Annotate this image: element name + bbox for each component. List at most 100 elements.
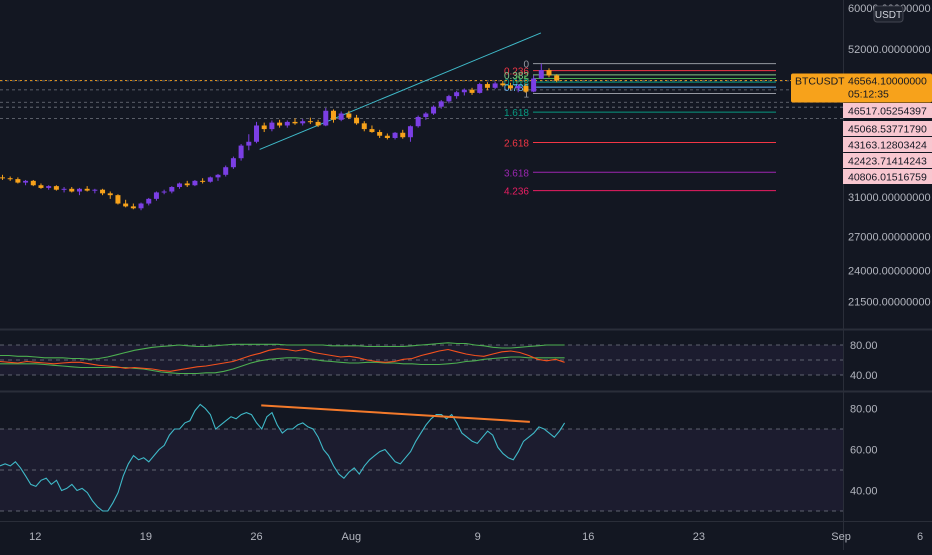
level-price-tag[interactable]	[843, 137, 932, 152]
candle-body[interactable]	[292, 121, 298, 124]
currency-badge[interactable]	[873, 5, 904, 23]
rsi-tick-label: 60.00	[850, 445, 878, 457]
candle-body[interactable]	[53, 186, 59, 190]
candle-body[interactable]	[508, 85, 514, 89]
candle-body[interactable]	[153, 192, 159, 199]
candle-body[interactable]	[454, 92, 460, 97]
candle-body[interactable]	[115, 195, 121, 204]
candle-body[interactable]	[7, 178, 13, 180]
candle-body[interactable]	[369, 129, 375, 133]
fib-level-label: 1.618	[504, 108, 529, 119]
candle-body[interactable]	[407, 126, 413, 138]
candle-body[interactable]	[377, 132, 383, 136]
time-tick-label: 9	[475, 531, 481, 543]
candle-body[interactable]	[76, 188, 82, 192]
candle-body[interactable]	[346, 113, 352, 118]
candle-body[interactable]	[523, 85, 529, 92]
candle-body[interactable]	[477, 84, 483, 93]
fib-level-label: 0.786	[504, 83, 529, 94]
candle-body[interactable]	[400, 132, 406, 138]
candle-body[interactable]	[169, 187, 175, 192]
candle-body[interactable]	[361, 123, 367, 130]
candle-body[interactable]	[323, 110, 329, 126]
price-tag-value: 46564.10000000	[848, 76, 927, 88]
fib-level-label: 1	[523, 90, 529, 101]
candle-body[interactable]	[223, 167, 229, 175]
candle-body[interactable]	[38, 185, 44, 188]
candle-body[interactable]	[461, 89, 467, 93]
candle-body[interactable]	[230, 158, 236, 168]
candle-body[interactable]	[84, 188, 90, 191]
candle-body[interactable]	[246, 141, 252, 146]
candle-body[interactable]	[546, 70, 552, 76]
candle-body[interactable]	[107, 193, 113, 196]
candle-body[interactable]	[277, 122, 283, 126]
candle-body[interactable]	[146, 198, 152, 204]
rsi-tick-label: 40.00	[850, 486, 878, 498]
level-price-tag[interactable]	[843, 103, 932, 118]
divergence-line	[261, 404, 530, 423]
candle-body[interactable]	[431, 106, 437, 114]
candle-body[interactable]	[515, 85, 521, 89]
candle-body[interactable]	[61, 188, 67, 190]
price-tick-label: 24000.00000000	[848, 265, 931, 277]
candle-body[interactable]	[184, 183, 190, 186]
price-tag[interactable]	[791, 73, 932, 103]
candle-body[interactable]	[92, 189, 98, 191]
stoch-band	[0, 345, 843, 375]
candle-body[interactable]	[69, 188, 75, 192]
candle-body[interactable]	[192, 180, 198, 186]
candle-body[interactable]	[354, 117, 360, 124]
candle-body[interactable]	[207, 177, 213, 182]
candle-body[interactable]	[130, 206, 136, 209]
candle-body[interactable]	[438, 101, 444, 107]
candle-body[interactable]	[492, 83, 498, 88]
candle-body[interactable]	[484, 84, 490, 88]
time-tick-label: Sep	[831, 531, 851, 543]
candle-body[interactable]	[284, 121, 290, 126]
candle-body[interactable]	[161, 191, 167, 193]
candle-body[interactable]	[123, 203, 129, 207]
candle-body[interactable]	[338, 113, 344, 120]
level-price-tag[interactable]	[843, 121, 932, 136]
stoch-lower-band-line	[0, 356, 565, 375]
candle-body[interactable]	[392, 132, 398, 138]
candle-body[interactable]	[384, 135, 390, 138]
candle-body[interactable]	[531, 78, 537, 92]
candle-body[interactable]	[307, 121, 313, 123]
stoch-tick-label: 40.00	[850, 370, 878, 382]
candle-body[interactable]	[415, 116, 421, 127]
candle-body[interactable]	[315, 121, 321, 126]
candle-body[interactable]	[446, 96, 452, 102]
time-tick-label: 6	[917, 531, 923, 543]
candle-body[interactable]	[238, 145, 244, 159]
price-tick-label: 52000.00000000	[848, 44, 931, 56]
candle-body[interactable]	[177, 183, 183, 188]
candle-body[interactable]	[300, 121, 306, 124]
candle-body[interactable]	[0, 177, 5, 179]
level-price-tag[interactable]	[843, 169, 932, 184]
candle-body[interactable]	[254, 125, 259, 142]
candle-body[interactable]	[261, 125, 267, 130]
candle-body[interactable]	[423, 113, 429, 117]
candle-body[interactable]	[15, 179, 21, 183]
level-price-tag[interactable]	[843, 153, 932, 168]
level-price-tag-label: 46517.05254397	[848, 106, 927, 118]
time-tick-label: 12	[29, 531, 41, 543]
candle-body[interactable]	[269, 122, 275, 130]
candle-body[interactable]	[469, 89, 475, 93]
candle-body[interactable]	[538, 70, 544, 79]
candle-body[interactable]	[23, 180, 29, 183]
candle-body[interactable]	[100, 189, 106, 194]
candle-body[interactable]	[200, 180, 206, 182]
candle-body[interactable]	[46, 186, 52, 188]
candle-body[interactable]	[500, 83, 506, 86]
price-tag-countdown: 05:12:35	[848, 89, 889, 101]
candle-body[interactable]	[330, 110, 336, 120]
candle-body[interactable]	[138, 203, 144, 209]
candle-body[interactable]	[554, 75, 560, 81]
candle-body[interactable]	[215, 174, 221, 178]
fib-level-label: 2.618	[504, 139, 529, 150]
candle-body[interactable]	[30, 180, 36, 186]
